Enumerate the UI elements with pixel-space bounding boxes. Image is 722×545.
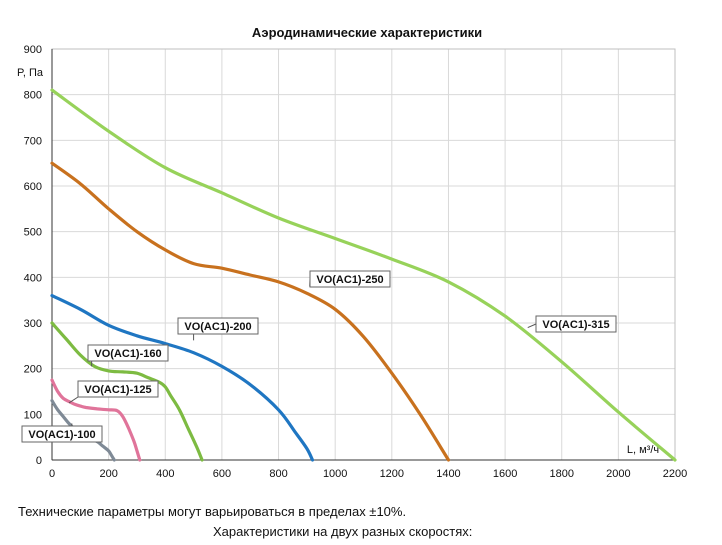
x-tick-label: 2000 (606, 468, 630, 480)
callout-box (21, 425, 103, 443)
y-tick-label: 400 (24, 272, 42, 284)
series-label: VO(AC1)-200 (184, 321, 251, 333)
x-tick-label: 1400 (436, 468, 460, 480)
y-axis-label: P, Па (17, 67, 44, 79)
y-tick-label: 100 (24, 409, 42, 421)
x-axis-label: L, м³/ч (627, 444, 659, 456)
callout-box (77, 380, 159, 398)
x-tick-label: 400 (156, 468, 174, 480)
callout-box (309, 270, 391, 288)
series-line-vo-ac1-250 (50, 161, 451, 462)
x-tick-label: 1600 (493, 468, 517, 480)
series-label: VO(AC1)-160 (94, 348, 161, 360)
y-tick-label: 700 (24, 135, 42, 147)
callout-box (535, 315, 617, 333)
y-tick-label: 800 (24, 90, 42, 102)
y-tick-label: 500 (24, 227, 42, 239)
callout-box (177, 317, 259, 335)
y-tick-label: 200 (24, 364, 42, 376)
callout-box (87, 344, 169, 362)
y-tick-label: 0 (36, 455, 42, 467)
speeds-note: Характеристики на двух разных скоростях: (213, 524, 473, 539)
series-callouts: VO(AC1)-100 VO(AC1)-125 VO(AC1)-160 VO(AC1)… (21, 270, 617, 443)
plot-frame (51, 48, 676, 461)
x-tick-label: 1200 (380, 468, 404, 480)
series-label: VO(AC1)-100 (28, 429, 95, 441)
series-line-vo-ac1-200 (50, 294, 315, 462)
series-lines (50, 88, 677, 462)
aerodynamic-chart: Аэродинамические характеристики 0 200 400 6… (17, 25, 688, 480)
series-label: VO(AC1)-125 (84, 384, 151, 396)
y-tick-label: 900 (24, 44, 42, 56)
axes (51, 48, 676, 461)
callout-leader (527, 323, 537, 329)
callout-leader (68, 396, 79, 404)
chart-title: Аэродинамические характеристики (252, 25, 482, 40)
tolerance-note: Технические параметры могут варьироватьс… (18, 504, 407, 519)
grid-lines (51, 48, 676, 461)
x-tick-label: 1000 (323, 468, 347, 480)
x-tick-label: 800 (269, 468, 287, 480)
series-line-vo-ac1-125 (50, 378, 142, 462)
series-line-vo-ac1-160 (50, 321, 204, 462)
x-tick-label: 0 (49, 468, 55, 480)
x-tick-label: 600 (213, 468, 231, 480)
x-tick-label: 200 (99, 468, 117, 480)
y-tick-label: 300 (24, 318, 42, 330)
series-label: VO(AC1)-250 (316, 274, 383, 286)
series-line-vo-ac1-315 (50, 88, 677, 462)
series-label: VO(AC1)-315 (542, 319, 609, 331)
y-tick-label: 600 (24, 181, 42, 193)
x-tick-label: 2200 (663, 468, 687, 480)
tick-labels: 0 200 400 600 800 1000 1200 1400 1600 1800 2000 220… (24, 44, 688, 480)
x-tick-label: 1800 (549, 468, 573, 480)
